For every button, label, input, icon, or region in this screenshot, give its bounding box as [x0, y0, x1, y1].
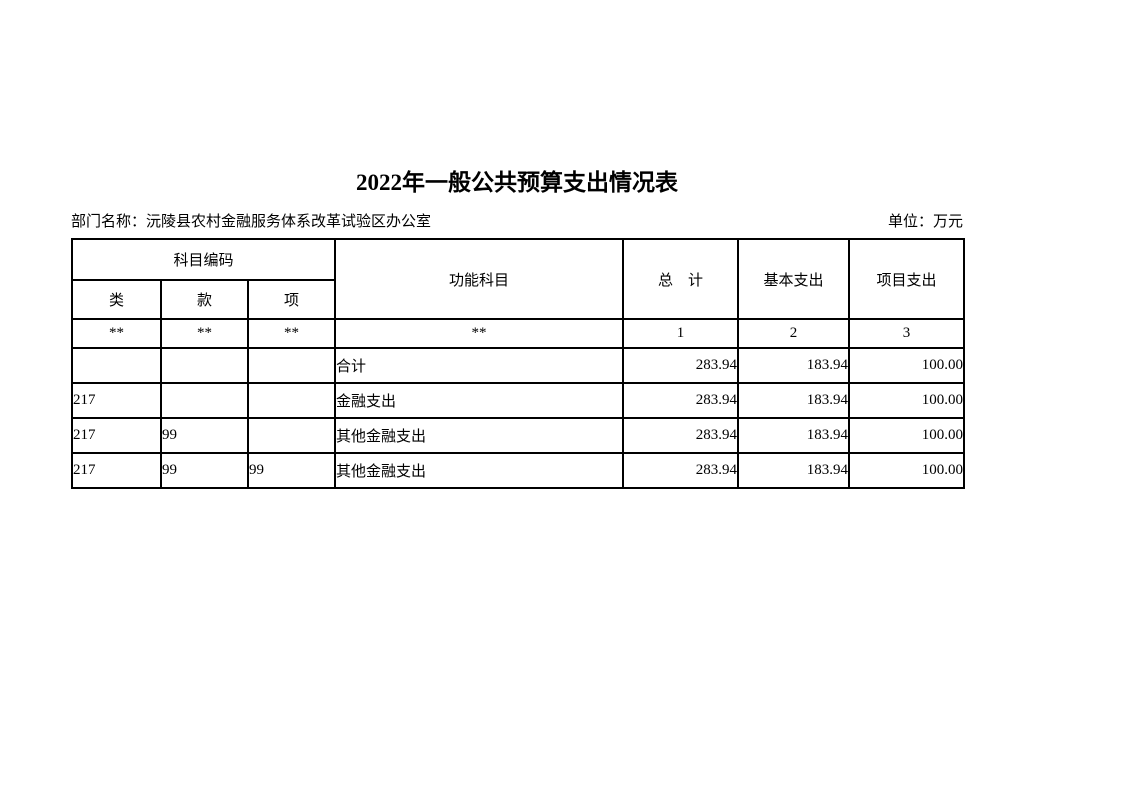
cell-project: 100.00 — [848, 347, 965, 384]
cell-total: 283.94 — [622, 417, 739, 454]
table-row: 217 金融支出 283.94 183.94 100.00 — [71, 382, 965, 419]
mask-cell-kuan: ** — [160, 318, 249, 349]
cell-project: 100.00 — [848, 452, 965, 489]
page-title: 2022年一般公共预算支出情况表 — [356, 170, 678, 195]
table-row: 217 99 99 其他金融支出 283.94 183.94 100.00 — [71, 452, 965, 489]
mask-cell-total: 1 — [622, 318, 739, 349]
cell-xiang — [247, 417, 336, 454]
header-code-group: 科目编码 — [71, 238, 336, 281]
cell-lei: 217 — [71, 417, 162, 454]
mask-cell-lei: ** — [71, 318, 162, 349]
cell-kuan: 99 — [160, 452, 249, 489]
budget-table: 科目编码 功能科目 总 计 基本支出 项目支出 类 款 项 ** ** ** *… — [71, 238, 965, 489]
mask-cell-subject: ** — [334, 318, 624, 349]
header-function-subject: 功能科目 — [334, 238, 624, 320]
cell-subject: 其他金融支出 — [334, 452, 624, 489]
table-row: 217 99 其他金融支出 283.94 183.94 100.00 — [71, 417, 965, 454]
cell-xiang — [247, 382, 336, 419]
cell-subject: 其他金融支出 — [334, 417, 624, 454]
header-basic-expenditure: 基本支出 — [737, 238, 850, 320]
cell-kuan — [160, 347, 249, 384]
table-row: 合计 283.94 183.94 100.00 — [71, 347, 965, 384]
mask-cell-basic: 2 — [737, 318, 850, 349]
mask-cell-project: 3 — [848, 318, 965, 349]
table-body: 合计 283.94 183.94 100.00 217 金融支出 283.94 … — [71, 347, 965, 489]
header-total: 总 计 — [622, 238, 739, 320]
table-header: 科目编码 功能科目 总 计 基本支出 项目支出 类 款 项 ** ** ** *… — [71, 238, 965, 349]
cell-basic: 183.94 — [737, 347, 850, 384]
cell-project: 100.00 — [848, 417, 965, 454]
cell-lei — [71, 347, 162, 384]
unit-label: 单位：万元 — [887, 214, 963, 230]
header-project-expenditure: 项目支出 — [848, 238, 965, 320]
cell-xiang — [247, 347, 336, 384]
mask-row: ** ** ** ** 1 2 3 — [71, 318, 965, 349]
department-name-label: 部门名称：沅陵县农村金融服务体系改革试验区办公室 — [71, 214, 432, 230]
cell-kuan — [160, 382, 249, 419]
table-meta: 部门名称：沅陵县农村金融服务体系改革试验区办公室 单位：万元 — [71, 212, 963, 232]
cell-lei: 217 — [71, 452, 162, 489]
cell-basic: 183.94 — [737, 417, 850, 454]
header-code-item: 项 — [247, 279, 336, 320]
cell-total: 283.94 — [622, 347, 739, 384]
cell-total: 283.94 — [622, 382, 739, 419]
cell-total: 283.94 — [622, 452, 739, 489]
cell-kuan: 99 — [160, 417, 249, 454]
header-code-section: 款 — [160, 279, 249, 320]
cell-xiang: 99 — [247, 452, 336, 489]
cell-lei: 217 — [71, 382, 162, 419]
header-row-group: 科目编码 功能科目 总 计 基本支出 项目支出 — [71, 238, 965, 320]
cell-basic: 183.94 — [737, 382, 850, 419]
mask-cell-xiang: ** — [247, 318, 336, 349]
cell-project: 100.00 — [848, 382, 965, 419]
cell-basic: 183.94 — [737, 452, 850, 489]
header-code-class: 类 — [71, 279, 162, 320]
cell-subject: 合计 — [334, 347, 624, 384]
cell-subject: 金融支出 — [334, 382, 624, 419]
header-row-codes: 类 款 项 — [71, 279, 964, 320]
